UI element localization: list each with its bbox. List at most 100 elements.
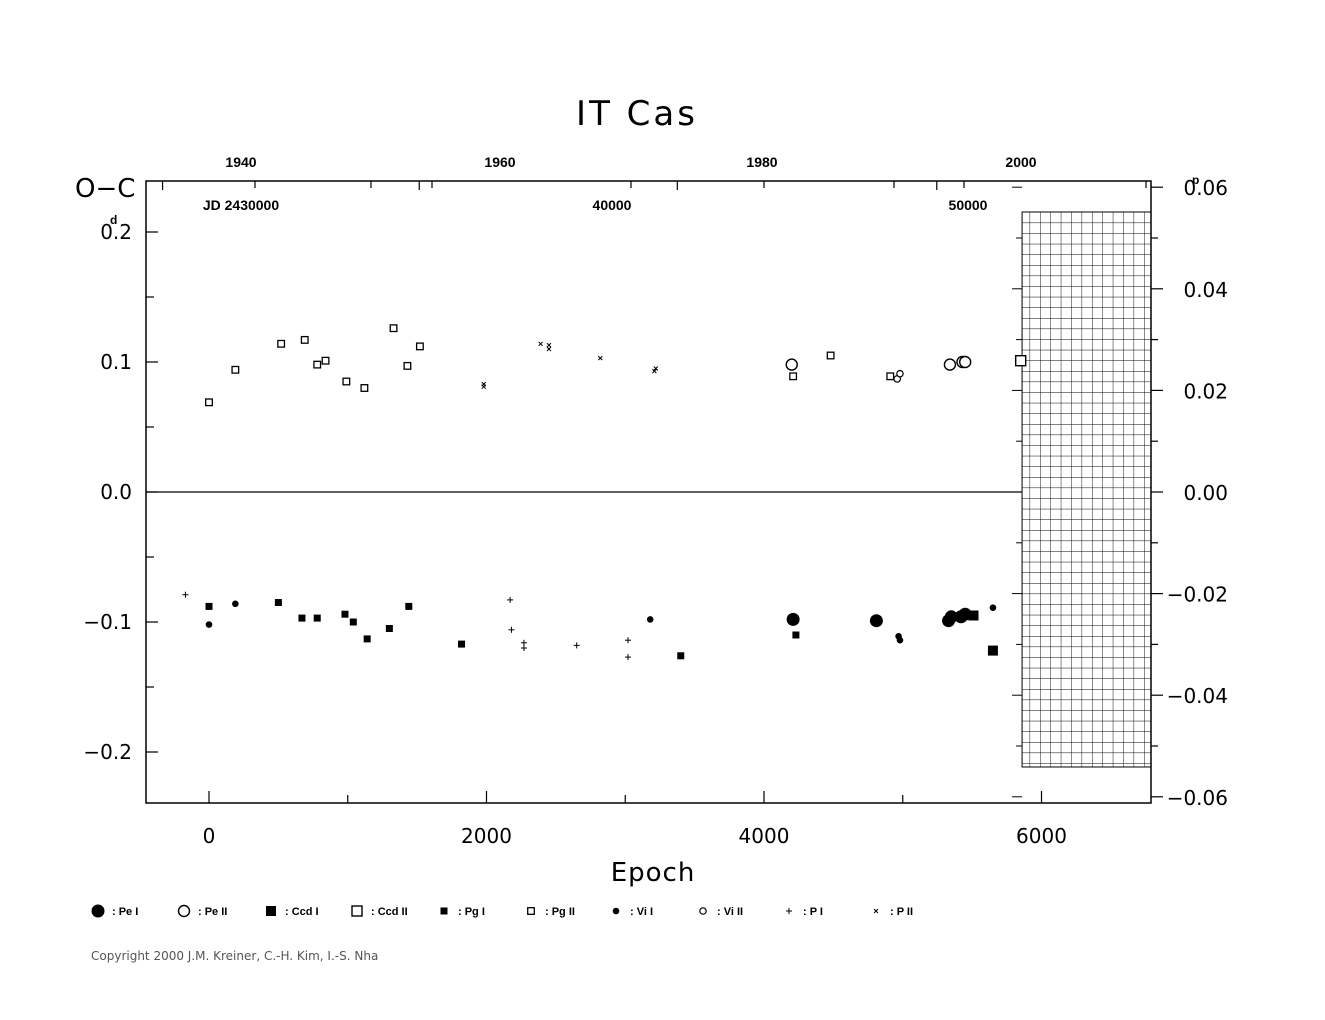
data-point [646,616,654,623]
legend-item: : Ccd II [351,905,408,918]
top-jd-label: 40000 [593,197,632,213]
series-2 [968,610,998,656]
data-points-layer [182,324,1027,661]
legend-item: : Vi I [612,906,653,918]
top-year-label: 2000 [1005,154,1036,170]
data-point [958,355,972,369]
data-point [653,366,659,371]
cross-mark-b [873,908,879,914]
data-point [385,625,393,632]
data-point [625,654,632,661]
copyright-text: Copyright 2000 J.M. Kreiner, C.-H. Kim, … [91,949,379,963]
cross-mark-b [652,368,657,374]
data-point [943,358,957,371]
data-point [538,341,543,347]
data-point [789,372,798,381]
legend-label: : P II [890,906,913,918]
data-point [968,610,979,621]
tick-labels-layer: 0 2000 4000 6000 1940 1960 1980 2000 JD 2430000 4… [83,154,1228,848]
cross-mark-b [546,342,552,348]
y-right-tick-label: 0.06 [1183,176,1228,200]
data-point [205,621,213,628]
data-point [625,637,632,644]
data-point [440,907,448,915]
legend-item: : Pg II [527,906,575,918]
series-7 [893,369,904,383]
data-point [573,642,580,649]
y-right-unit-label: p [1192,173,1199,187]
data-point [415,342,424,351]
data-point [958,607,972,621]
data-point [91,904,105,918]
cross-mark-b [538,341,543,347]
data-point [481,381,487,387]
x-tick-label: 2000 [461,824,512,848]
data-point [944,610,958,624]
data-point [349,618,357,626]
data-point [403,361,412,370]
legend: : Pe I : Pe II : Ccd I : Ccd II : Pg I : Pg I… [91,904,913,918]
data-point [652,368,657,374]
legend-label: : Ccd II [371,906,408,918]
data-point [232,600,239,608]
top-year-label: 1980 [746,154,777,170]
data-point [699,907,707,915]
series-3 [1014,355,1027,367]
data-point [886,372,895,381]
data-point [182,591,189,598]
data-point [527,907,535,915]
y-right-tick-label: −0.06 [1167,786,1228,810]
hatched-region [1021,211,1152,768]
data-point [869,614,883,628]
data-point [341,610,349,618]
top-jd-label: JD 2430000 [203,197,280,213]
legend-item: : P II [873,906,913,918]
legend-label: : Ccd I [285,906,319,918]
legend-item: : P I [786,906,823,918]
data-point [313,360,322,369]
y-tick-label: 0.0 [100,480,132,504]
data-point [987,645,998,656]
data-point [792,631,800,639]
series-4 [205,599,800,660]
legend-label: : Vi II [717,906,743,918]
series-0 [786,607,972,628]
x-tick-label: 4000 [739,824,790,848]
legend-label: : Pe II [198,906,227,918]
cross-mark-b [597,355,603,361]
data-point [298,614,306,622]
legend-item: : Pe II [177,904,227,918]
y-right-tick-label: 0.04 [1183,278,1228,302]
series-8 [182,591,632,661]
data-point [785,358,798,371]
data-point [205,602,213,610]
legend-item: : Ccd I [266,906,319,918]
data-point [266,906,276,916]
data-point [274,599,282,606]
data-point [321,356,330,365]
data-point [342,377,351,386]
chart-title: IT Cas [576,94,698,134]
y-right-tick-label: −0.04 [1167,684,1228,708]
series-1 [785,355,972,371]
data-point [351,905,363,917]
legend-item: : Pg I [440,906,485,918]
data-point [677,652,685,660]
data-point [896,636,904,644]
data-point [508,626,515,633]
y-right-tick-label: −0.02 [1167,583,1228,607]
legend-item: : Pe I [91,904,138,918]
y-tick-label: 0.2 [100,220,132,244]
y-unit-label: d [110,213,117,227]
cross-mark-b [481,381,487,387]
series-5 [205,324,895,407]
series-6 [205,600,997,644]
legend-label: : Pe I [112,906,138,918]
y-tick-label: −0.1 [83,610,132,634]
data-point [520,639,527,646]
top-year-label: 1940 [225,154,256,170]
series-9 [481,341,659,390]
data-point [205,398,213,407]
data-point [786,612,800,626]
